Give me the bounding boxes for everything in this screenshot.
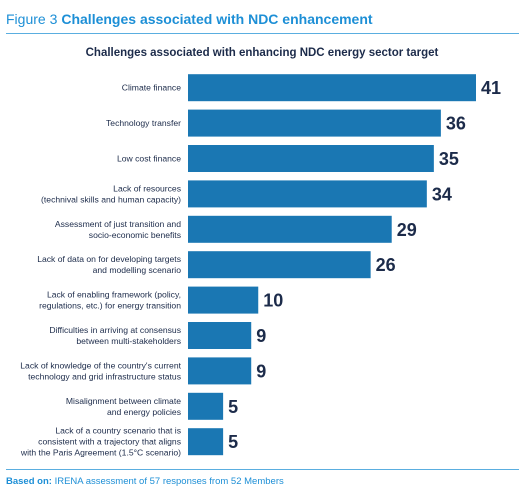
- category-label-7: Difficulties in arriving at consensus bet…: [49, 325, 181, 346]
- value-label-7: 9: [256, 326, 266, 346]
- bar-4: [188, 215, 392, 243]
- bar-0: [188, 74, 476, 102]
- category-label-1: Technology transfer: [106, 118, 181, 128]
- category-label-5: Lack of data on for developing targets an…: [37, 254, 181, 275]
- value-label-3: 34: [432, 184, 452, 204]
- value-label-1: 36: [446, 114, 466, 134]
- value-label-0: 41: [481, 78, 501, 98]
- value-label-8: 9: [256, 361, 266, 381]
- value-label-2: 35: [439, 149, 459, 169]
- category-label-9: Misalignment between climate and energy p…: [66, 396, 181, 417]
- value-label-6: 10: [263, 291, 283, 311]
- bars-group: 41 Climate finance 36 Technology transfer 35…: [20, 74, 501, 458]
- category-label-2: Low cost finance: [117, 154, 181, 164]
- source-prefix: Based on:: [6, 476, 52, 487]
- bar-10: [188, 428, 224, 456]
- value-label-5: 26: [376, 255, 396, 275]
- header-divider: [6, 33, 519, 34]
- value-label-9: 5: [228, 397, 238, 417]
- bar-2: [188, 145, 434, 172]
- category-label-8: Lack of knowledge of the country's curre…: [20, 360, 181, 381]
- value-label-10: 5: [228, 432, 238, 452]
- bar-9: [188, 392, 224, 420]
- category-label-6: Lack of enabling framework (policy, regul…: [39, 290, 181, 311]
- source-note: Based on: IRENA assessment of 57 respons…: [6, 476, 284, 487]
- footer-divider: [6, 469, 519, 470]
- category-label-4: Assessment of just transition and socio-e…: [55, 219, 181, 240]
- category-label-10: Lack of a country scenario that is consis…: [20, 426, 181, 458]
- category-label-0: Climate finance: [122, 83, 181, 93]
- value-label-4: 29: [397, 220, 417, 240]
- figure-header: Figure 3 Challenges associated with NDC e…: [6, 10, 373, 28]
- category-label-3: Lack of resources (technival skills and h…: [41, 183, 181, 204]
- bar-8: [188, 357, 252, 385]
- bar-6: [188, 286, 259, 314]
- bar-3: [188, 180, 427, 208]
- figure-label: Figure 3: [6, 11, 58, 27]
- bar-7: [188, 322, 252, 349]
- figure-title: Challenges associated with NDC enhanceme…: [61, 11, 373, 27]
- source-text: IRENA assessment of 57 responses from 52…: [54, 476, 284, 487]
- bar-5: [188, 251, 371, 279]
- chart-title: Challenges associated with enhancing NDC…: [86, 47, 439, 59]
- bar-1: [188, 109, 441, 137]
- bar-chart: Challenges associated with enhancing NDC…: [20, 47, 501, 458]
